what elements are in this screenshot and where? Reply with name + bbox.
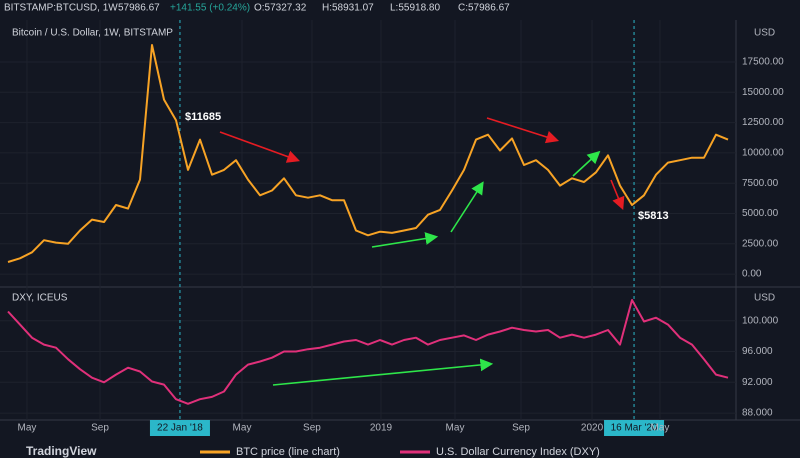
line-series [7, 299, 729, 405]
y-tick-label: 5000.00 [742, 208, 779, 219]
x-tick-label: 16 Mar '20 [611, 423, 658, 434]
y-tick-label: 12500.00 [742, 117, 784, 128]
unit: USD [754, 293, 775, 304]
legend-label: BTC price (line chart) [236, 446, 340, 458]
y-tick-label: 17500.00 [742, 57, 784, 68]
y-tick-label: 96.000 [742, 346, 773, 357]
y-tick-label: 92.000 [742, 377, 773, 388]
x-tick-label: Sep [512, 423, 530, 434]
annotation: $5813 [638, 210, 669, 222]
y-tick-label: 10000.00 [742, 148, 784, 159]
marks [7, 44, 729, 405]
chart-title: DXY, ICEUS [12, 293, 68, 304]
arrow [219, 131, 301, 163]
x-tick-highlight [149, 420, 210, 436]
y-tick-label: 100.000 [742, 315, 779, 326]
grid: 0.00 2500.00 5000.00 7500.00 10000.00 12500.0… [0, 20, 784, 436]
close: C:57986.67 [458, 3, 510, 14]
unit: USD [754, 28, 775, 39]
x-tick-label: 2019 [370, 423, 393, 434]
arrow [610, 179, 625, 210]
last-price: 57986.67 [118, 3, 160, 14]
brand: TradingView [26, 444, 97, 458]
x-tick-label: May [233, 423, 252, 434]
x-tick-highlight [604, 420, 665, 436]
legend-label: U.S. Dollar Currency Index (DXY) [436, 446, 600, 458]
y-tick-label: 7500.00 [742, 178, 779, 189]
x-tick-label: Sep [91, 423, 109, 434]
x-tick-label: May [446, 423, 465, 434]
annotation: $11685 [185, 111, 221, 123]
open: O:57327.32 [254, 3, 307, 14]
y-tick-label: 15000.00 [742, 87, 784, 98]
x-tick-label: 2020 [581, 423, 604, 434]
y-tick-label: 0.00 [742, 269, 762, 280]
line-series [7, 44, 729, 263]
x-tick-label: 22 Jan '18 [157, 423, 203, 434]
arrow [450, 181, 484, 233]
legend: BTC price (line chart) U.S. Dollar Curren… [200, 446, 600, 458]
x-tick-label: May [651, 423, 670, 434]
change: +141.55 (+0.24%) [170, 3, 250, 14]
arrow [272, 358, 494, 386]
arrow [572, 150, 601, 177]
high: H:58931.07 [322, 3, 374, 14]
y-tick-label: 88.000 [742, 408, 773, 419]
symbol: BITSTAMP:BTCUSD, 1W [4, 3, 118, 14]
arrow [371, 232, 439, 248]
x-tick-label: May [18, 423, 37, 434]
low: L:55918.80 [390, 3, 440, 14]
arrows [219, 117, 625, 386]
chart-title: Bitcoin / U.S. Dollar, 1W, BITSTAMP [12, 28, 173, 39]
arrow [486, 117, 560, 144]
x-tick-label: Sep [303, 423, 321, 434]
header-bar [0, 0, 800, 16]
y-tick-label: 2500.00 [742, 238, 779, 249]
